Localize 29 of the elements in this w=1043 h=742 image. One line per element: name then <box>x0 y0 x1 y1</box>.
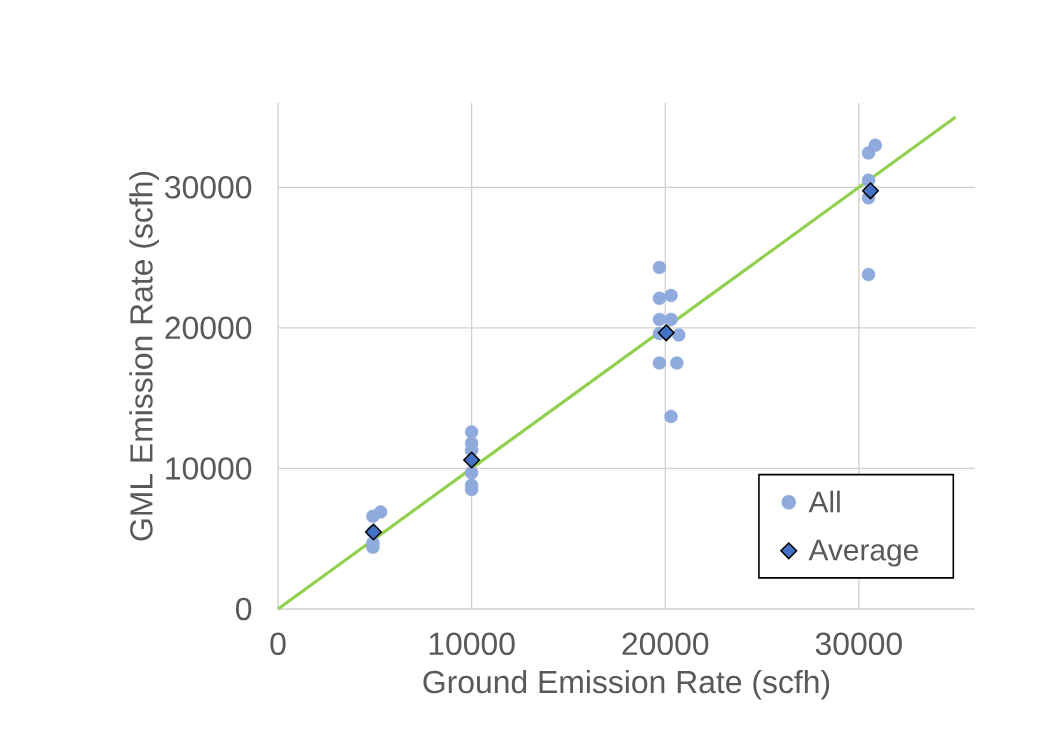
point <box>861 267 876 282</box>
point <box>463 451 481 469</box>
legend-label: All <box>808 490 840 513</box>
point <box>464 425 479 439</box>
y-tick-label: 10000 <box>166 457 252 480</box>
point <box>373 505 388 519</box>
y-tick-label: 0 <box>236 597 252 621</box>
point <box>670 356 684 370</box>
point <box>861 182 879 200</box>
point <box>664 409 678 424</box>
x-axis-title: Ground Emission Rate (scfh) <box>423 669 830 700</box>
point <box>652 356 667 370</box>
point <box>657 324 675 342</box>
x-tick-label: 20000 <box>622 632 709 656</box>
point <box>672 328 686 342</box>
legend-label: Average <box>808 539 918 567</box>
x-tick-label: 10000 <box>429 632 515 656</box>
point <box>652 312 667 327</box>
x-tick-label: 0 <box>270 632 286 656</box>
y-tick-label: 30000 <box>165 176 252 199</box>
point <box>664 288 678 303</box>
y-axis-title: GML Emission Rate (scfh) <box>129 172 159 541</box>
y-tick-label: 20000 <box>165 316 252 340</box>
point <box>861 146 876 160</box>
point <box>464 465 479 480</box>
point <box>664 312 678 327</box>
point <box>652 291 667 306</box>
point <box>652 260 667 275</box>
x-tick-label: 30000 <box>815 632 902 656</box>
